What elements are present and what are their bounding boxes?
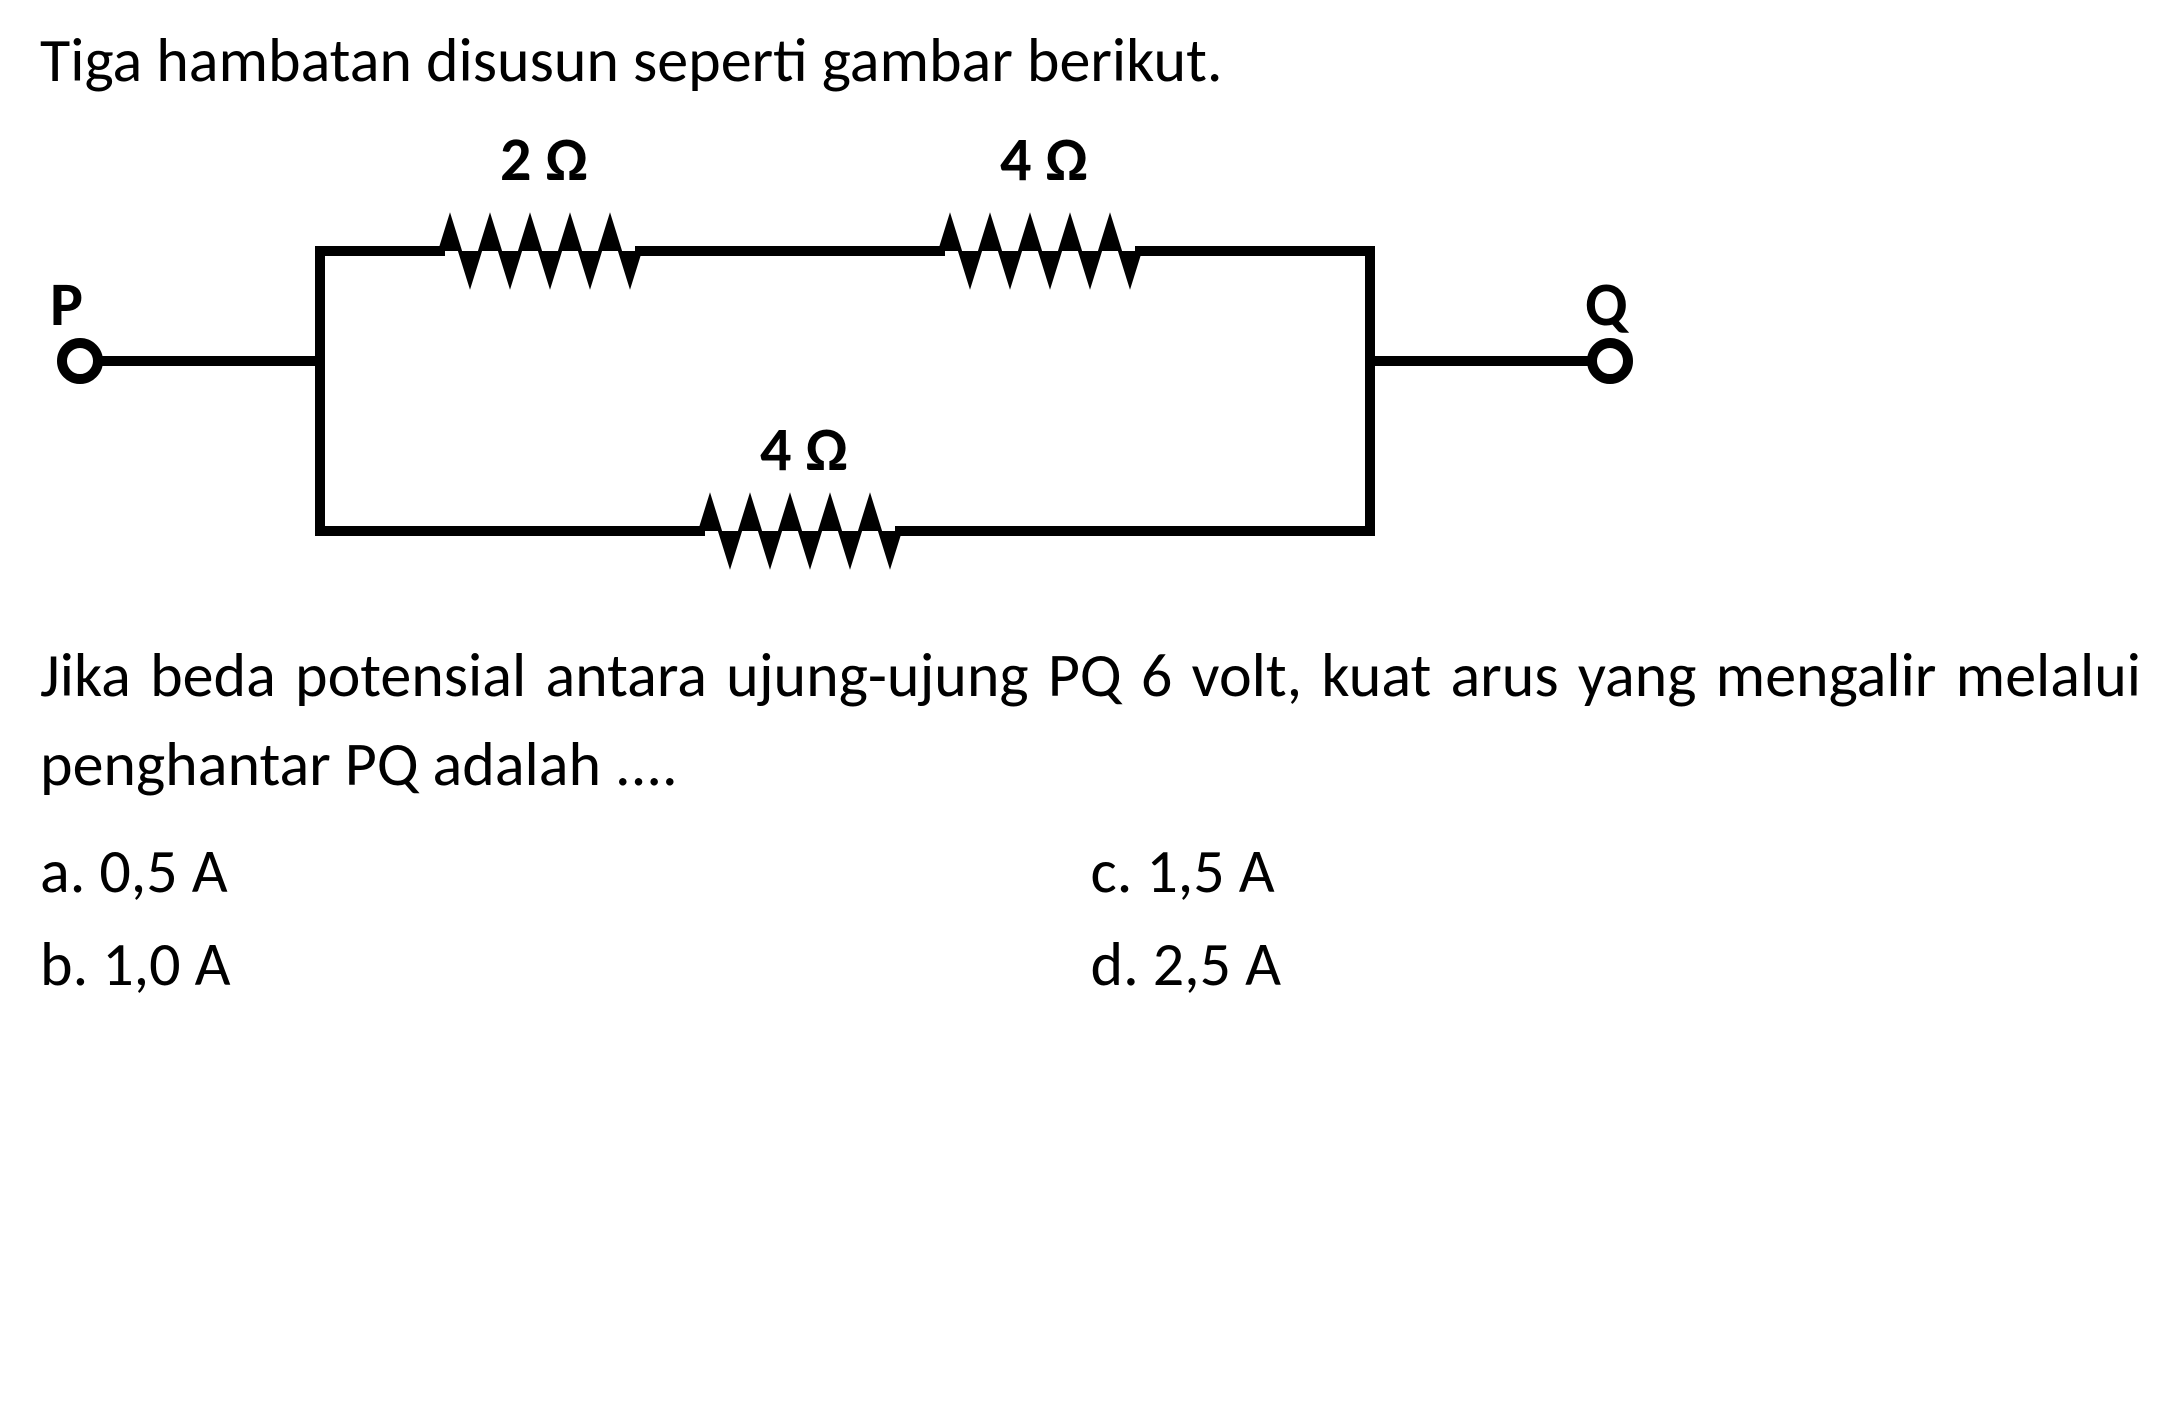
question-intro: Tiga hambatan disusun seperti gambar ber…: [40, 20, 2141, 101]
resistor-4ohm-bottom-label: 4 Ω: [760, 411, 848, 487]
circuit-svg: [40, 111, 1640, 611]
option-d: d. 2,5 A: [1091, 918, 2142, 1011]
circuit-diagram: P Q 2 Ω 4 Ω 4 Ω: [40, 111, 1640, 611]
resistor-4ohm-top: [940, 219, 1140, 283]
terminal-p: [62, 343, 98, 379]
resistor-4ohm-top-label: 4 Ω: [1000, 121, 1088, 197]
option-c: c. 1,5 A: [1091, 825, 2142, 918]
resistor-2ohm-label: 2 Ω: [500, 121, 588, 197]
option-a: a. 0,5 A: [40, 825, 1091, 918]
resistor-4ohm-bottom: [700, 499, 900, 563]
question-followup: Jika beda potensial antara ujung-ujung P…: [40, 631, 2141, 811]
option-b: b. 1,0 A: [40, 918, 1091, 1011]
answer-options: a. 0,5 A c. 1,5 A b. 1,0 A d. 2,5 A: [40, 825, 2141, 1011]
resistor-2ohm: [440, 219, 640, 283]
terminal-q: [1592, 343, 1628, 379]
terminal-p-label: P: [50, 266, 83, 342]
terminal-q-label: Q: [1585, 266, 1628, 342]
